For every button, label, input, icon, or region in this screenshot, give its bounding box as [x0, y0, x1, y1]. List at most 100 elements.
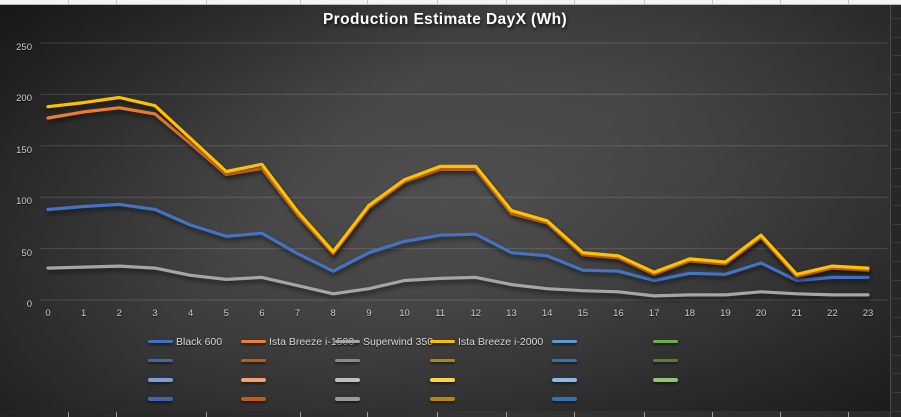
column-border [848, 0, 849, 5]
x-tick-label: 2 [116, 308, 122, 319]
legend-entry[interactable] [335, 393, 360, 406]
legend-entry[interactable] [653, 335, 678, 348]
row-border [892, 317, 901, 318]
legend-entry-black-600[interactable]: Black 600 [148, 335, 222, 348]
column-tick [116, 412, 117, 417]
legend-entry-ista-breeze-i-1500[interactable]: Ista Breeze i-1500 [241, 335, 354, 348]
x-tick-label: 18 [684, 308, 696, 319]
x-tick-label: 22 [827, 308, 838, 319]
column-border [712, 0, 713, 5]
column-tick [644, 412, 645, 417]
row-border [892, 55, 901, 56]
legend-marker [552, 339, 577, 344]
legend-marker [552, 358, 577, 363]
legend-marker [653, 358, 678, 363]
x-tick-label: 21 [791, 308, 802, 319]
row-border [892, 130, 901, 131]
legend-entry[interactable] [430, 354, 455, 367]
legend-entry[interactable] [552, 335, 577, 348]
legend-marker [335, 378, 360, 382]
legend-marker [653, 339, 678, 344]
row-border [892, 18, 901, 19]
row-border [892, 93, 901, 94]
legend-marker [148, 358, 173, 363]
column-border [116, 0, 117, 5]
legend-entry[interactable] [552, 374, 577, 387]
legend-marker [335, 339, 360, 344]
legend-marker [241, 339, 266, 344]
y-tick-label: 50 [21, 247, 32, 259]
series-line-ista-breeze-i-2000[interactable] [46, 95, 870, 276]
row-border [892, 411, 901, 412]
legend-entry[interactable] [552, 354, 577, 367]
y-tick-label: 100 [16, 196, 32, 208]
x-tick-label: 1 [80, 308, 87, 319]
column-tick [506, 412, 507, 417]
column-tick [367, 412, 368, 417]
column-tick [574, 412, 575, 417]
legend-entry[interactable] [148, 354, 173, 367]
y-tick-label: 0 [26, 299, 32, 310]
legend-entry[interactable] [653, 354, 678, 367]
row-border [892, 149, 901, 150]
series-line-superwind-350[interactable] [46, 264, 870, 298]
legend-label: Superwind 350 [363, 335, 434, 348]
x-tick-label: 17 [648, 308, 660, 319]
column-tick [68, 412, 69, 417]
legend-entry[interactable] [148, 374, 173, 387]
row-border [892, 298, 901, 299]
column-border [68, 0, 69, 5]
spreadsheet-right-column[interactable] [890, 5, 901, 417]
x-tick-label: 4 [187, 308, 194, 319]
column-tick [780, 412, 781, 417]
y-tick-label: 250 [16, 42, 32, 53]
column-border [367, 0, 368, 5]
legend-marker [430, 358, 455, 363]
legend-entry-superwind-350[interactable]: Superwind 350 [335, 335, 433, 348]
row-border [892, 280, 901, 281]
x-tick-label: 6 [259, 308, 265, 319]
legend-entry-ista-breeze-i-2000[interactable]: Ista Breeze i-2000 [430, 335, 543, 348]
legend-marker [552, 397, 577, 401]
legend-entry[interactable] [335, 354, 360, 367]
legend-entry[interactable] [430, 374, 455, 387]
legend-marker [335, 358, 360, 363]
legend-entry[interactable] [241, 374, 266, 387]
row-border [892, 74, 901, 75]
row-border [892, 336, 901, 337]
legend-label: Black 600 [176, 335, 223, 348]
x-tick-label: 9 [366, 308, 372, 319]
column-tick [300, 412, 301, 417]
legend-entry[interactable] [148, 393, 173, 406]
column-border [780, 0, 781, 5]
x-tick-label: 5 [223, 308, 229, 319]
spreadsheet-top-row[interactable] [0, 0, 901, 5]
legend-entry[interactable] [241, 393, 266, 406]
series-line-black-600[interactable] [46, 202, 870, 283]
legend-entry[interactable] [430, 393, 455, 406]
legend-entry[interactable] [552, 393, 577, 406]
row-border [892, 168, 901, 169]
legend-marker [430, 397, 455, 401]
row-border [892, 355, 901, 356]
row-border [892, 392, 901, 393]
column-tick [206, 412, 207, 417]
legend-entry[interactable] [653, 374, 678, 387]
x-tick-label: 20 [755, 308, 767, 319]
legend-entry[interactable] [335, 374, 360, 387]
row-border [892, 224, 901, 225]
legend-entry[interactable] [241, 354, 266, 367]
legend-marker [148, 397, 173, 401]
x-tick-label: 15 [577, 308, 589, 319]
x-tick-label: 12 [470, 308, 482, 319]
x-tick-label: 23 [862, 308, 874, 319]
x-tick-label: 0 [45, 308, 51, 319]
spreadsheet-bottom-row[interactable] [0, 411, 890, 417]
legend-marker [241, 358, 266, 363]
column-border [644, 0, 645, 5]
series-line-ista-breeze-i-1500[interactable] [46, 106, 870, 278]
column-border [506, 0, 507, 5]
row-border [892, 112, 901, 113]
chart-title[interactable]: Production Estimate DayX (Wh) [322, 11, 568, 28]
